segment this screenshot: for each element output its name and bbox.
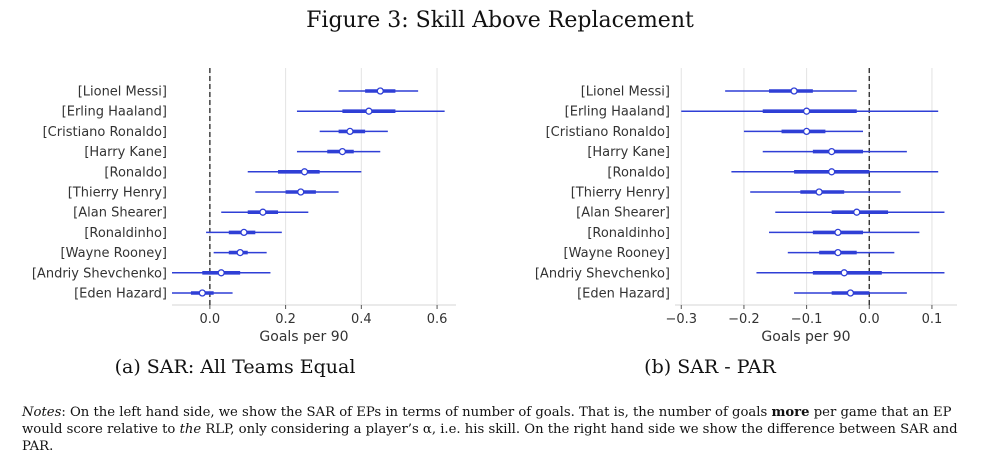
mean-point [790,87,798,95]
mean-point [815,188,823,196]
mean-point [217,269,225,277]
player-label: [Eden Hazard] [74,287,167,302]
x-axis-label: Goals per 90 [761,329,850,345]
player-label: [Wayne Rooney] [564,246,670,261]
x-tick-label: −0.3 [665,312,697,327]
player-label: [Ronaldinho] [84,226,167,241]
notes-italic-the: the [179,422,202,437]
player-label: [Erling Haaland] [62,105,167,120]
mean-point [240,228,248,237]
player-label: [Lionel Messi] [581,85,670,100]
notes-label: Notes [22,405,62,420]
player-label: [Ronaldinho] [587,226,670,241]
x-tick-label: 0.0 [200,312,221,327]
player-label: [Erling Haaland] [565,105,670,120]
player-label: [Andriy Shevchenko] [32,266,167,281]
player-label: [Lionel Messi] [78,85,167,100]
player-label: [Alan Shearer] [576,206,670,221]
notes-text-2: per game that an EP would score relative… [22,405,952,437]
x-tick-label: 0.0 [859,312,880,327]
mean-point [338,147,347,156]
x-tick-label: 0.2 [275,312,296,327]
player-label: [Andriy Shevchenko] [535,266,670,281]
player-label: [Thierry Henry] [68,186,167,201]
mean-point [802,107,811,115]
notes-text-3: RLP, only considering a player’s α, i.e.… [22,422,958,454]
caption-a: (a) SAR: All Teams Equal [114,356,356,378]
caption-b: (b) SAR - PAR [644,356,776,378]
chart-sar-minus-par: −0.3 −0.2 −0.1 0.0 0.1 Goals per 90 [Lionel Me… [535,68,957,345]
player-label: [Wayne Rooney] [61,246,167,261]
x-tick-label: −0.1 [791,312,823,327]
player-label: [Cristiano Ronaldo] [546,125,670,140]
mean-point [846,289,855,297]
player-label: [Alan Shearer] [73,206,167,221]
mean-point [300,168,309,176]
chart-sar-all-teams-equal: 0.0 0.2 0.4 0.6 Goals per 90 [Lionel Messi] [E… [32,68,456,345]
player-label: [Ronaldo] [104,165,167,180]
x-tick-label: 0.4 [351,312,372,327]
player-label: [Eden Hazard] [577,287,670,302]
mean-point [840,269,848,277]
mean-point [834,228,842,237]
x-tick-label: 0.1 [922,312,943,327]
x-tick-label: −0.2 [728,312,760,327]
mean-point [853,208,861,216]
mean-point [802,127,811,136]
mean-point [236,248,244,257]
notes: Notes: On the left hand side, we show th… [22,404,986,455]
mean-point [198,289,206,297]
player-label: [Harry Kane] [587,145,670,160]
mean-point [828,168,836,176]
player-label: [Cristiano Ronaldo] [43,125,167,140]
x-axis-label: Goals per 90 [259,329,348,345]
figure-title: Figure 3: Skill Above Replacement [306,8,694,33]
plot-area [675,68,957,305]
x-tick-label: 0.6 [427,312,448,327]
player-label: [Ronaldo] [607,165,670,180]
mean-point [834,248,842,257]
notes-text-1: : On the left hand side, we show the SAR… [61,405,772,420]
player-label: [Harry Kane] [84,145,167,160]
mean-point [297,188,305,196]
mean-point [365,107,373,115]
plot-area [172,68,456,305]
notes-bold: more [771,405,810,420]
mean-point [376,87,384,95]
player-label: [Thierry Henry] [571,186,670,201]
mean-point [828,147,836,156]
mean-point [346,127,354,136]
mean-point [259,208,267,216]
